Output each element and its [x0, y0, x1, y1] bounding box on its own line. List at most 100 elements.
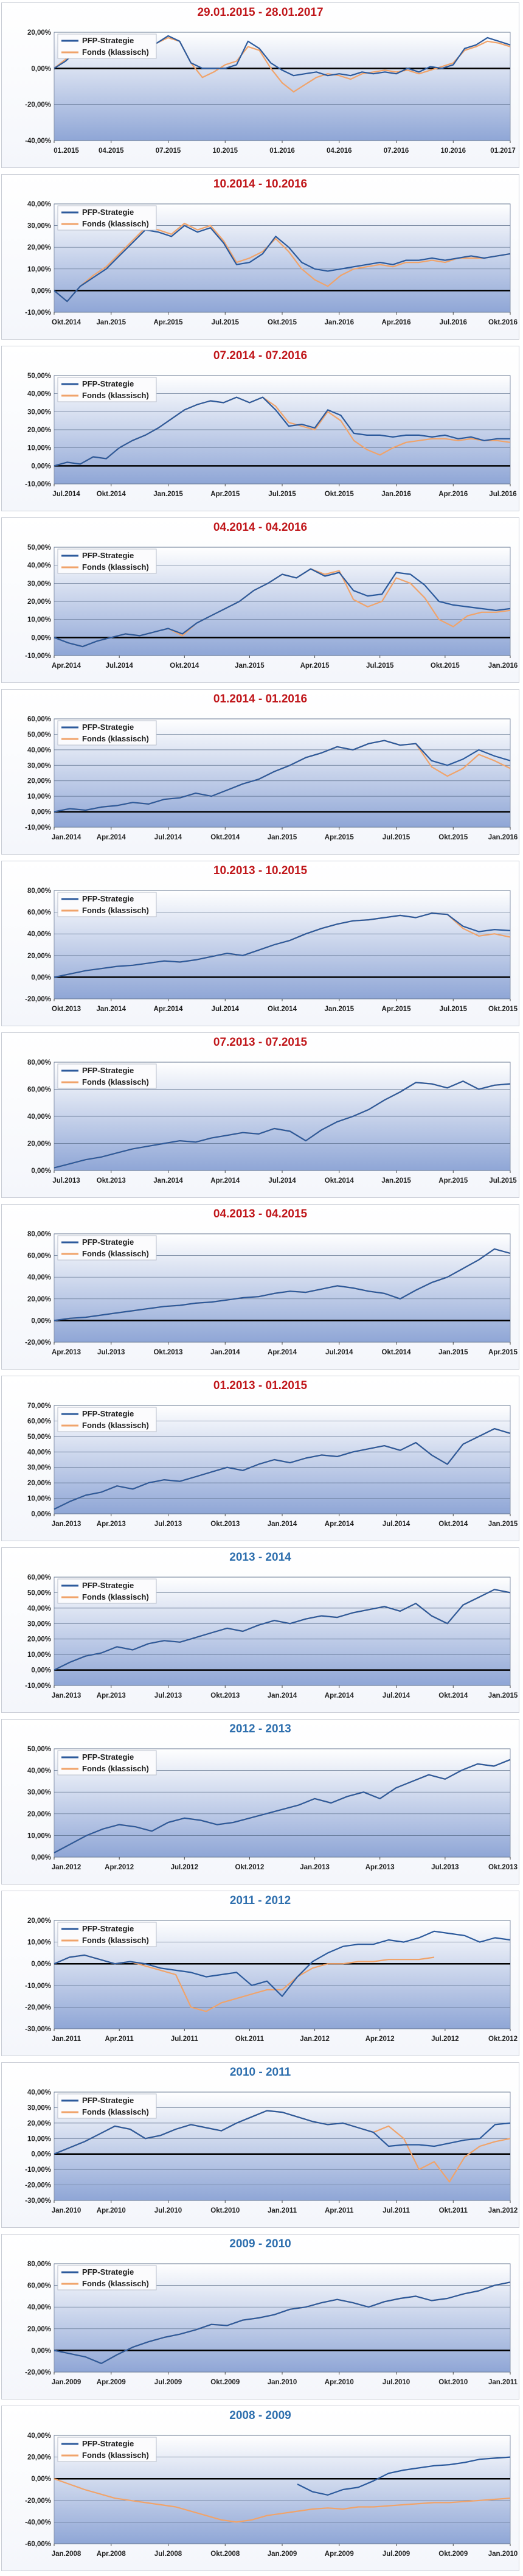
- chart-title: 2010 - 2011: [229, 2066, 291, 2079]
- x-tick-label: Okt.2015: [431, 662, 460, 670]
- y-tick-label: 30,00%: [27, 223, 51, 230]
- x-tick-label: Jul.2015: [440, 1006, 468, 1013]
- x-tick-label: Jul.2015: [268, 491, 296, 498]
- series-line-pfp-strategie: [54, 1080, 511, 1169]
- x-tick-label: Okt.2011: [439, 2207, 468, 2214]
- legend-label-fonds-klassisch: Fonds (klassisch): [82, 219, 149, 228]
- chart-panel: 01.2013 - 01.2015 0,00% 10,00% 20,00% 30,00%…: [1, 1376, 519, 1541]
- line-chart: -40,00% -20,00% 0,00% 20,00% 01.2015 04.2015 0…: [25, 29, 516, 155]
- x-tick-label: Jan.2012: [52, 1864, 81, 1871]
- x-tick-label: Okt.2010: [210, 2207, 240, 2214]
- x-tick-label: Jan.2010: [268, 2379, 297, 2386]
- legend-label-pfp-strategie: PFP-Strategie: [82, 1581, 134, 1590]
- y-tick-label: 20,00%: [27, 2326, 51, 2333]
- x-tick-label: Jul.2015: [489, 1177, 517, 1185]
- y-tick-label: 40,00%: [27, 1274, 51, 1281]
- legend-box: [57, 1063, 157, 1089]
- legend-label-pfp-strategie: PFP-Strategie: [82, 1237, 134, 1247]
- x-tick-label: 10.2016: [440, 147, 466, 155]
- y-tick-label: 50,00%: [27, 731, 51, 738]
- x-tick-label: 07.2016: [384, 147, 409, 155]
- legend-label-pfp-strategie: PFP-Strategie: [82, 379, 134, 388]
- y-tick-label: -20,00%: [25, 2369, 51, 2376]
- x-tick-label: Okt.2009: [438, 2550, 468, 2558]
- chart-panel: 04.2013 - 04.2015 -20,00% 0,00% 20,00% 40,00…: [1, 1204, 519, 1370]
- chart-panel: 2008 - 2009 -60,00% -40,00% -20,00% 0,00% 20,…: [1, 2406, 519, 2571]
- chart-title: 2011 - 2012: [229, 1894, 291, 1907]
- x-tick-label: Okt.2014: [97, 491, 126, 498]
- chart-legend: PFP-Strategie Fonds (klassisch): [57, 1578, 157, 1604]
- chart-title: 2009 - 2010: [229, 2238, 291, 2250]
- y-tick-label: -30,00%: [25, 2197, 51, 2205]
- legend-label-fonds-klassisch: Fonds (klassisch): [82, 1421, 149, 1430]
- x-tick-label: Jan.2012: [300, 2035, 330, 2043]
- series-line-pfp-strategie: [54, 912, 511, 978]
- line-chart: 0,00% 10,00% 20,00% 30,00% 40,00% 50,00% 60,00…: [27, 1402, 518, 1528]
- y-tick-label: 40,00%: [27, 201, 51, 208]
- x-tick-label: Jul.2014: [325, 1349, 353, 1356]
- x-tick-label: Okt.2012: [488, 2035, 518, 2043]
- legend-box: [57, 1407, 157, 1432]
- legend-label-pfp-strategie: PFP-Strategie: [82, 2096, 134, 2105]
- y-tick-label: -20,00%: [25, 2497, 51, 2505]
- series-line-fonds-klassisch: [54, 2478, 511, 2523]
- y-tick-label: 20,00%: [27, 2120, 51, 2127]
- y-tick-label: 0,00%: [31, 1511, 51, 1518]
- x-tick-label: Jul.2014: [383, 1692, 410, 1699]
- y-tick-label: 20,00%: [27, 244, 51, 251]
- x-tick-label: Jul.2015: [383, 834, 410, 841]
- y-tick-label: -10,00%: [25, 2166, 51, 2174]
- legend-box: [57, 1235, 157, 1261]
- series-line-pfp-strategie: [54, 1930, 511, 1997]
- x-tick-label: Okt.2013: [210, 1692, 240, 1699]
- chart-panel: 10.2014 - 10.2016 -10,00% 0,00% 10,00% 20,00…: [1, 174, 519, 340]
- x-tick-label: Jan.2015: [153, 491, 183, 498]
- legend-label-fonds-klassisch: Fonds (klassisch): [82, 1936, 149, 1945]
- x-tick-label: Jan.2013: [52, 1521, 81, 1528]
- y-tick-label: 40,00%: [27, 391, 51, 398]
- series-line-pfp-strategie: [54, 568, 511, 648]
- chart-panel: 29.01.2015 - 28.01.2017 -40,00% -20,00% 0,0…: [1, 2, 519, 168]
- x-tick-label: Okt.2014: [210, 834, 240, 841]
- x-tick-label: Okt.2013: [488, 1864, 518, 1871]
- x-tick-label: Jul.2016: [489, 491, 516, 498]
- legend-box: [57, 2093, 157, 2119]
- x-tick-label: Apr.2010: [325, 2379, 354, 2386]
- x-tick-label: Apr.2014: [325, 1692, 355, 1699]
- x-tick-label: Apr.2015: [154, 319, 184, 326]
- line-chart: -20,00% 0,00% 20,00% 40,00% 60,00% 80,00% Jan.…: [25, 2261, 518, 2386]
- legend-box: [57, 2437, 157, 2462]
- y-tick-label: 80,00%: [27, 887, 51, 895]
- chart-legend: PFP-Strategie Fonds (klassisch): [57, 205, 157, 231]
- chart-title: 10.2014 - 10.2016: [213, 178, 308, 191]
- x-tick-label: Jul.2009: [154, 2379, 182, 2386]
- x-tick-label: 01.2015: [54, 147, 79, 155]
- x-tick-label: Jul.2013: [154, 1521, 182, 1528]
- chart-panel: 04.2014 - 04.2016 -10,00% 0,00% 10,00% 20,00…: [1, 517, 519, 683]
- line-chart: -10,00% 0,00% 10,00% 20,00% 30,00% 40,00% Okt.…: [25, 201, 518, 326]
- y-tick-label: -10,00%: [25, 1983, 51, 1990]
- y-tick-label: 0,00%: [31, 974, 51, 981]
- chart-title: 2012 - 2013: [229, 1723, 291, 1735]
- y-tick-label: 50,00%: [27, 1433, 51, 1441]
- y-tick-label: 40,00%: [27, 931, 51, 938]
- y-tick-label: 20,00%: [27, 2454, 51, 2462]
- series-line-pfp-strategie: [54, 1428, 511, 1510]
- y-tick-label: 10,00%: [27, 1496, 51, 1503]
- y-tick-label: 20,00%: [27, 1480, 51, 1487]
- chart-title: 29.01.2015 - 28.01.2017: [197, 6, 324, 19]
- x-tick-label: Okt.2010: [438, 2379, 468, 2386]
- x-tick-label: Okt.2014: [438, 1521, 468, 1528]
- y-tick-label: -20,00%: [25, 2004, 51, 2011]
- y-tick-label: -20,00%: [25, 2182, 51, 2189]
- legend-box: [57, 1922, 157, 1947]
- y-tick-label: 20,00%: [27, 1917, 51, 1925]
- x-tick-label: Jul.2015: [366, 662, 394, 670]
- series-line-pfp-strategie: [297, 2456, 511, 2496]
- x-tick-label: Apr.2011: [325, 2207, 354, 2214]
- chart-title: 04.2014 - 04.2016: [213, 521, 308, 534]
- legend-box: [57, 205, 157, 231]
- y-tick-label: 80,00%: [27, 1059, 51, 1066]
- y-tick-label: 20,00%: [27, 1811, 51, 1818]
- x-tick-label: Jul.2013: [154, 1692, 182, 1699]
